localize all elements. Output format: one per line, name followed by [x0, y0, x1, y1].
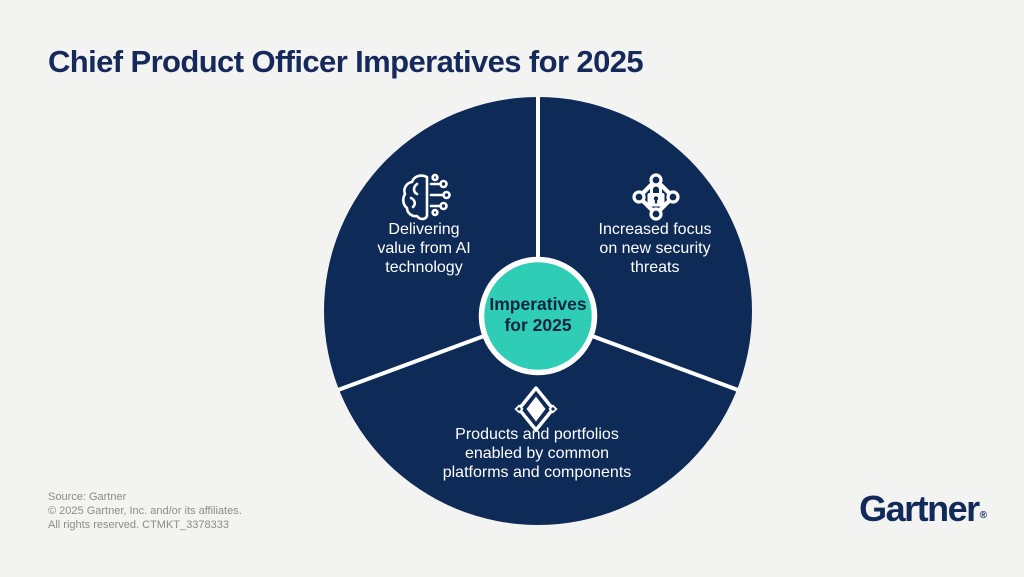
- registered-trademark-icon: ®: [979, 510, 987, 521]
- segment-label-security: Increased focus on new security threats: [599, 221, 712, 278]
- center-hub-circle: [478, 256, 598, 376]
- gartner-logo-text: Gartner: [859, 488, 980, 529]
- security-network-lock-icon: [632, 173, 680, 221]
- segment-label-security-line1: Increased focus: [598, 221, 712, 238]
- source-note-line3: All rights reserved. CTMKT_3378333: [48, 518, 229, 531]
- page-title: Chief Product Officer Imperatives for 20…: [48, 44, 644, 79]
- gartner-logo: Gartner®: [859, 488, 987, 530]
- segment-label-ai-line3: technology: [385, 258, 463, 276]
- segment-label-security-line2: on new security: [599, 239, 711, 257]
- ai-brain-circuit-icon: [401, 173, 451, 221]
- source-note-line2: © 2025 Gartner, Inc. and/or its affiliat…: [48, 504, 242, 517]
- segment-label-platforms-line1: Products and portfolios: [455, 426, 619, 443]
- segment-label-platforms-line2: enabled by common: [464, 444, 610, 462]
- center-hub-label-line2: for 2025: [504, 315, 572, 335]
- segment-label-platforms: Products and portfolios enabled by commo…: [443, 426, 632, 483]
- source-note-line1: Source: Gartner: [48, 491, 127, 503]
- segment-label-ai-line2: value from AI: [377, 239, 471, 257]
- segment-label-platforms-line3: platforms and components: [442, 463, 632, 481]
- source-note: Source: Gartner © 2025 Gartner, Inc. and…: [48, 491, 242, 532]
- center-hub-label: Imperatives for 2025: [489, 294, 586, 336]
- center-hub-label-line1: Imperatives: [489, 294, 587, 314]
- segment-label-security-line3: threats: [630, 258, 680, 276]
- segment-label-ai: Delivering value from AI technology: [377, 221, 470, 278]
- segment-label-ai-line1: Delivering: [388, 221, 460, 238]
